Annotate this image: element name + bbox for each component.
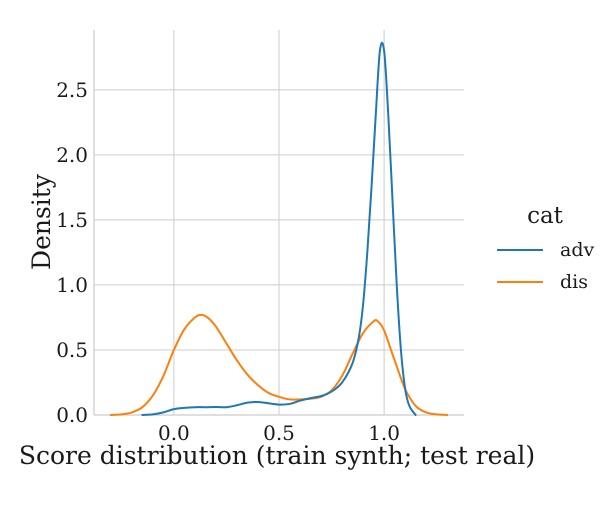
y-tick-label: 0.0 [56, 403, 88, 427]
x-axis-label: Score distribution (train synth; test re… [19, 441, 535, 470]
y-axis-label: Density [27, 173, 56, 270]
legend-title: cat [527, 203, 564, 229]
legend: cat adv dis [497, 203, 594, 293]
y-tick-label: 2.5 [56, 78, 88, 102]
y-tick-label: 1.5 [56, 208, 88, 232]
x-tick-label: 0.5 [263, 421, 295, 445]
series-line-dis [109, 313, 449, 416]
axes [93, 30, 464, 416]
series-lines [109, 41, 449, 416]
y-tick-label: 2.0 [56, 143, 88, 167]
legend-label-adv: adv [560, 239, 594, 261]
y-tick-label: 0.5 [56, 338, 88, 362]
legend-label-dis: dis [560, 271, 588, 293]
x-tick-label: 1.0 [368, 421, 400, 445]
grid [94, 30, 464, 416]
series-line-adv [141, 41, 417, 416]
y-tick-label: 1.0 [56, 273, 88, 297]
tick-labels: 0.0 0.5 1.0 0.0 0.5 1.0 1.5 2.0 2.5 [56, 78, 400, 445]
x-tick-label: 0.0 [158, 421, 190, 445]
